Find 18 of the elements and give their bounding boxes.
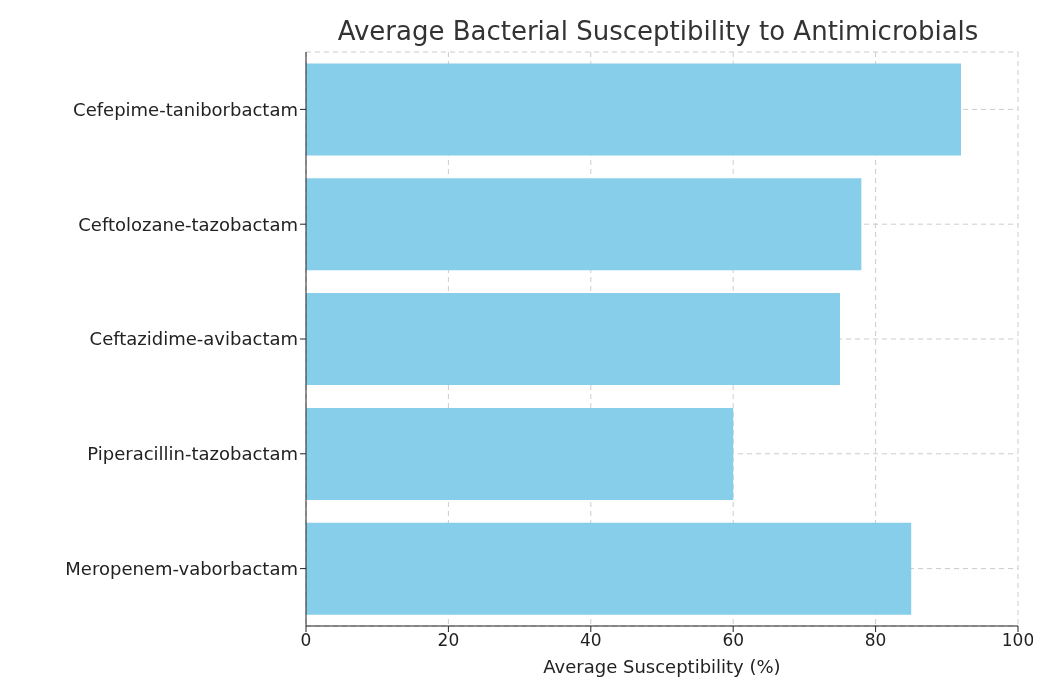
x-axis-title: Average Susceptibility (%): [542, 656, 782, 677]
bar: [306, 522, 912, 615]
y-tick-label: Cefepime-taniborbactam: [73, 98, 298, 120]
bar: [306, 63, 962, 156]
y-tick-label: Ceftolozane-tazobactam: [78, 213, 298, 235]
x-tick-label: 0: [300, 630, 312, 651]
x-tick-label: 60: [722, 630, 745, 651]
bar: [306, 407, 734, 500]
x-tick-label: 40: [579, 630, 602, 651]
y-tick-label: Piperacillin-tazobactam: [87, 443, 298, 465]
y-tick-label: Meropenem-vaborbactam: [65, 557, 298, 579]
x-tick-label: 100: [1001, 630, 1035, 651]
chart-title: Average Bacterial Susceptibility to Antimicrobials: [336, 16, 980, 46]
y-tick-label: Ceftazidime-avibactam: [89, 328, 298, 350]
bar: [306, 178, 862, 271]
x-tick-label: 80: [864, 630, 887, 651]
bar: [306, 293, 840, 386]
x-tick-label: 20: [437, 630, 460, 651]
